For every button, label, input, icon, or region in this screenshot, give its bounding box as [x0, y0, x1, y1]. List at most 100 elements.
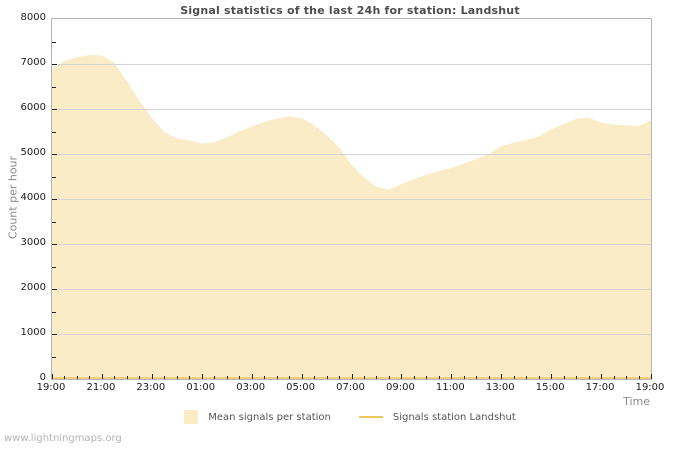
x-tick-label: 19:00 [36, 382, 66, 393]
gridline [52, 199, 651, 200]
x-tick [551, 374, 553, 379]
y-tick [52, 289, 57, 290]
y-tick [52, 311, 56, 313]
y-tick [52, 41, 56, 43]
x-tick [264, 376, 266, 379]
x-tick-label: 17:00 [585, 382, 615, 393]
x-tick [576, 376, 578, 379]
x-tick [626, 376, 628, 379]
y-tick-label: 5000 [20, 147, 46, 158]
y-tick [52, 176, 56, 178]
y-tick-label: 8000 [20, 12, 46, 23]
x-tick [289, 376, 291, 379]
x-tick-label: 11:00 [435, 382, 465, 393]
x-tick [588, 376, 590, 379]
x-tick [52, 374, 53, 379]
x-tick [451, 374, 453, 379]
y-tick [52, 199, 57, 200]
y-tick-label: 3000 [20, 237, 46, 248]
x-tick [151, 374, 153, 379]
x-tick [438, 376, 440, 379]
x-tick [463, 376, 465, 379]
x-tick [513, 376, 515, 379]
x-tick [189, 376, 191, 379]
legend-label: Mean signals per station [208, 411, 331, 423]
y-tick-label: 2000 [20, 282, 46, 293]
x-tick [126, 376, 128, 379]
x-tick [651, 374, 652, 379]
x-tick [314, 376, 316, 379]
x-tick [276, 376, 278, 379]
line-swatch-icon [358, 416, 383, 418]
x-tick [89, 376, 91, 379]
x-tick [139, 376, 141, 379]
gridline [52, 334, 651, 335]
legend: Mean signals per station Signals station… [0, 410, 700, 424]
x-tick [301, 374, 303, 379]
x-tick [401, 374, 403, 379]
area-swatch-icon [184, 410, 199, 424]
x-tick [638, 376, 640, 379]
x-tick [388, 376, 390, 379]
gridline [52, 289, 651, 290]
x-tick-label: 01:00 [186, 382, 216, 393]
legend-item-mean-signals: Mean signals per station [184, 410, 331, 424]
x-tick [326, 376, 328, 379]
x-tick [176, 376, 178, 379]
y-tick [52, 131, 56, 133]
x-tick [413, 376, 415, 379]
plot-area [51, 18, 652, 380]
x-tick-label: 15:00 [535, 382, 565, 393]
x-tick-label: 19:00 [635, 382, 665, 393]
mean-signals-area [52, 55, 651, 379]
y-tick [52, 154, 57, 155]
y-tick [52, 266, 56, 268]
y-tick [52, 64, 57, 65]
x-tick [526, 376, 528, 379]
x-tick [426, 376, 428, 379]
x-tick [538, 376, 540, 379]
x-tick [114, 376, 116, 379]
y-tick-label: 6000 [20, 102, 46, 113]
x-tick [64, 376, 66, 379]
x-tick [164, 376, 166, 379]
x-tick-label: 09:00 [385, 382, 415, 393]
y-tick [52, 334, 57, 335]
chart-title: Signal statistics of the last 24h for st… [180, 4, 520, 17]
x-tick [476, 376, 478, 379]
y-tick-label: 4000 [20, 192, 46, 203]
y-tick [52, 221, 56, 223]
watermark-link[interactable]: www.lightningmaps.org [4, 433, 122, 444]
x-tick [251, 374, 253, 379]
y-tick-label: 1000 [20, 327, 46, 338]
x-axis-label: Time [623, 395, 650, 408]
gridline [52, 109, 651, 110]
x-tick [613, 376, 615, 379]
x-tick [363, 376, 365, 379]
x-tick [101, 374, 103, 379]
x-tick [214, 376, 216, 379]
x-tick [563, 376, 565, 379]
x-tick [239, 376, 241, 379]
y-tick-label: 0 [39, 372, 46, 383]
gridline [52, 64, 651, 65]
y-tick [52, 109, 57, 110]
gridline [52, 154, 651, 155]
legend-label: Signals station Landshut [392, 411, 516, 423]
x-tick [76, 376, 78, 379]
legend-item-station-signals: Signals station Landshut [358, 411, 516, 423]
gridline [52, 244, 651, 245]
x-tick-label: 07:00 [336, 382, 365, 393]
y-tick [52, 244, 57, 245]
y-tick-label: 7000 [20, 57, 46, 68]
x-tick-label: 13:00 [485, 382, 515, 393]
x-tick-label: 21:00 [86, 382, 116, 393]
x-tick [376, 376, 378, 379]
y-tick [52, 356, 56, 358]
x-tick [226, 376, 228, 379]
x-tick-label: 05:00 [286, 382, 315, 393]
y-tick [52, 86, 56, 88]
x-tick [601, 374, 603, 379]
x-tick-label: 03:00 [236, 382, 266, 393]
